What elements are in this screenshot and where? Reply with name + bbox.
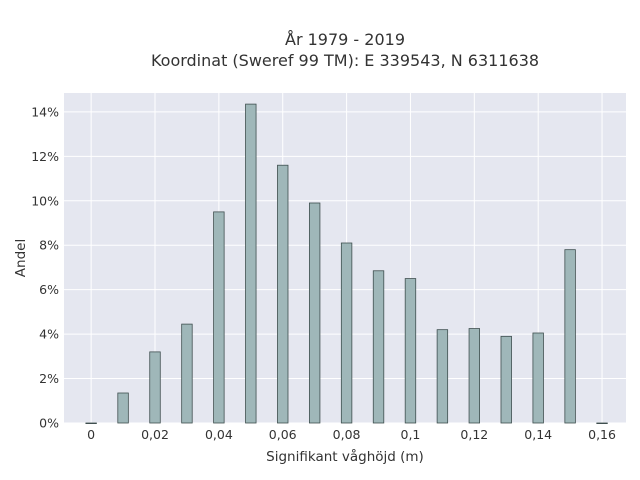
bar xyxy=(404,278,417,424)
x-tick-label: 0,16 xyxy=(588,427,616,442)
y-tick-label: 12% xyxy=(31,149,59,164)
bar xyxy=(308,202,321,424)
x-tick-label: 0,08 xyxy=(333,427,361,442)
y-tick-label: 8% xyxy=(39,238,59,253)
bars xyxy=(85,103,608,425)
bar xyxy=(213,211,225,424)
bar xyxy=(500,335,512,424)
bar xyxy=(85,422,97,425)
x-tick-label: 0,04 xyxy=(205,427,233,442)
bar xyxy=(181,323,193,424)
x-tick-label: 0,12 xyxy=(460,427,488,442)
x-tick-label: 0,14 xyxy=(524,427,552,442)
y-axis-label: Andel xyxy=(13,239,29,277)
bar xyxy=(117,392,129,424)
bar xyxy=(372,270,385,424)
bar xyxy=(340,242,353,424)
y-tick-label: 0% xyxy=(39,416,59,431)
y-tick-label: 10% xyxy=(31,193,59,208)
chart-subtitle: Koordinat (Sweref 99 TM): E 339543, N 63… xyxy=(151,51,539,70)
x-tick-labels: 0 0,02 0,04 0,06 0,08 0,1 0,12 0,14 0,16 xyxy=(87,427,616,442)
y-tick-labels: 0% 2% 4% 6% 8% 10% 12% 14% xyxy=(31,104,59,430)
x-axis-label: Signifikant våghöjd (m) xyxy=(266,448,424,465)
x-tick-label: 0,1 xyxy=(401,427,421,442)
bar xyxy=(277,164,289,424)
x-tick-label: 0,02 xyxy=(141,427,169,442)
bar xyxy=(149,351,161,424)
y-tick-label: 14% xyxy=(31,104,59,119)
y-tick-label: 2% xyxy=(39,371,59,386)
y-tick-label: 6% xyxy=(39,282,59,297)
x-tick-label: 0,06 xyxy=(269,427,297,442)
bar xyxy=(532,332,544,424)
bar xyxy=(245,103,257,424)
x-tick-label: 0 xyxy=(87,427,95,442)
bar xyxy=(564,249,576,424)
bar xyxy=(436,329,449,424)
bar xyxy=(596,422,608,425)
bar xyxy=(468,328,480,424)
y-tick-label: 4% xyxy=(39,327,59,342)
chart-title: År 1979 - 2019 xyxy=(285,30,405,49)
